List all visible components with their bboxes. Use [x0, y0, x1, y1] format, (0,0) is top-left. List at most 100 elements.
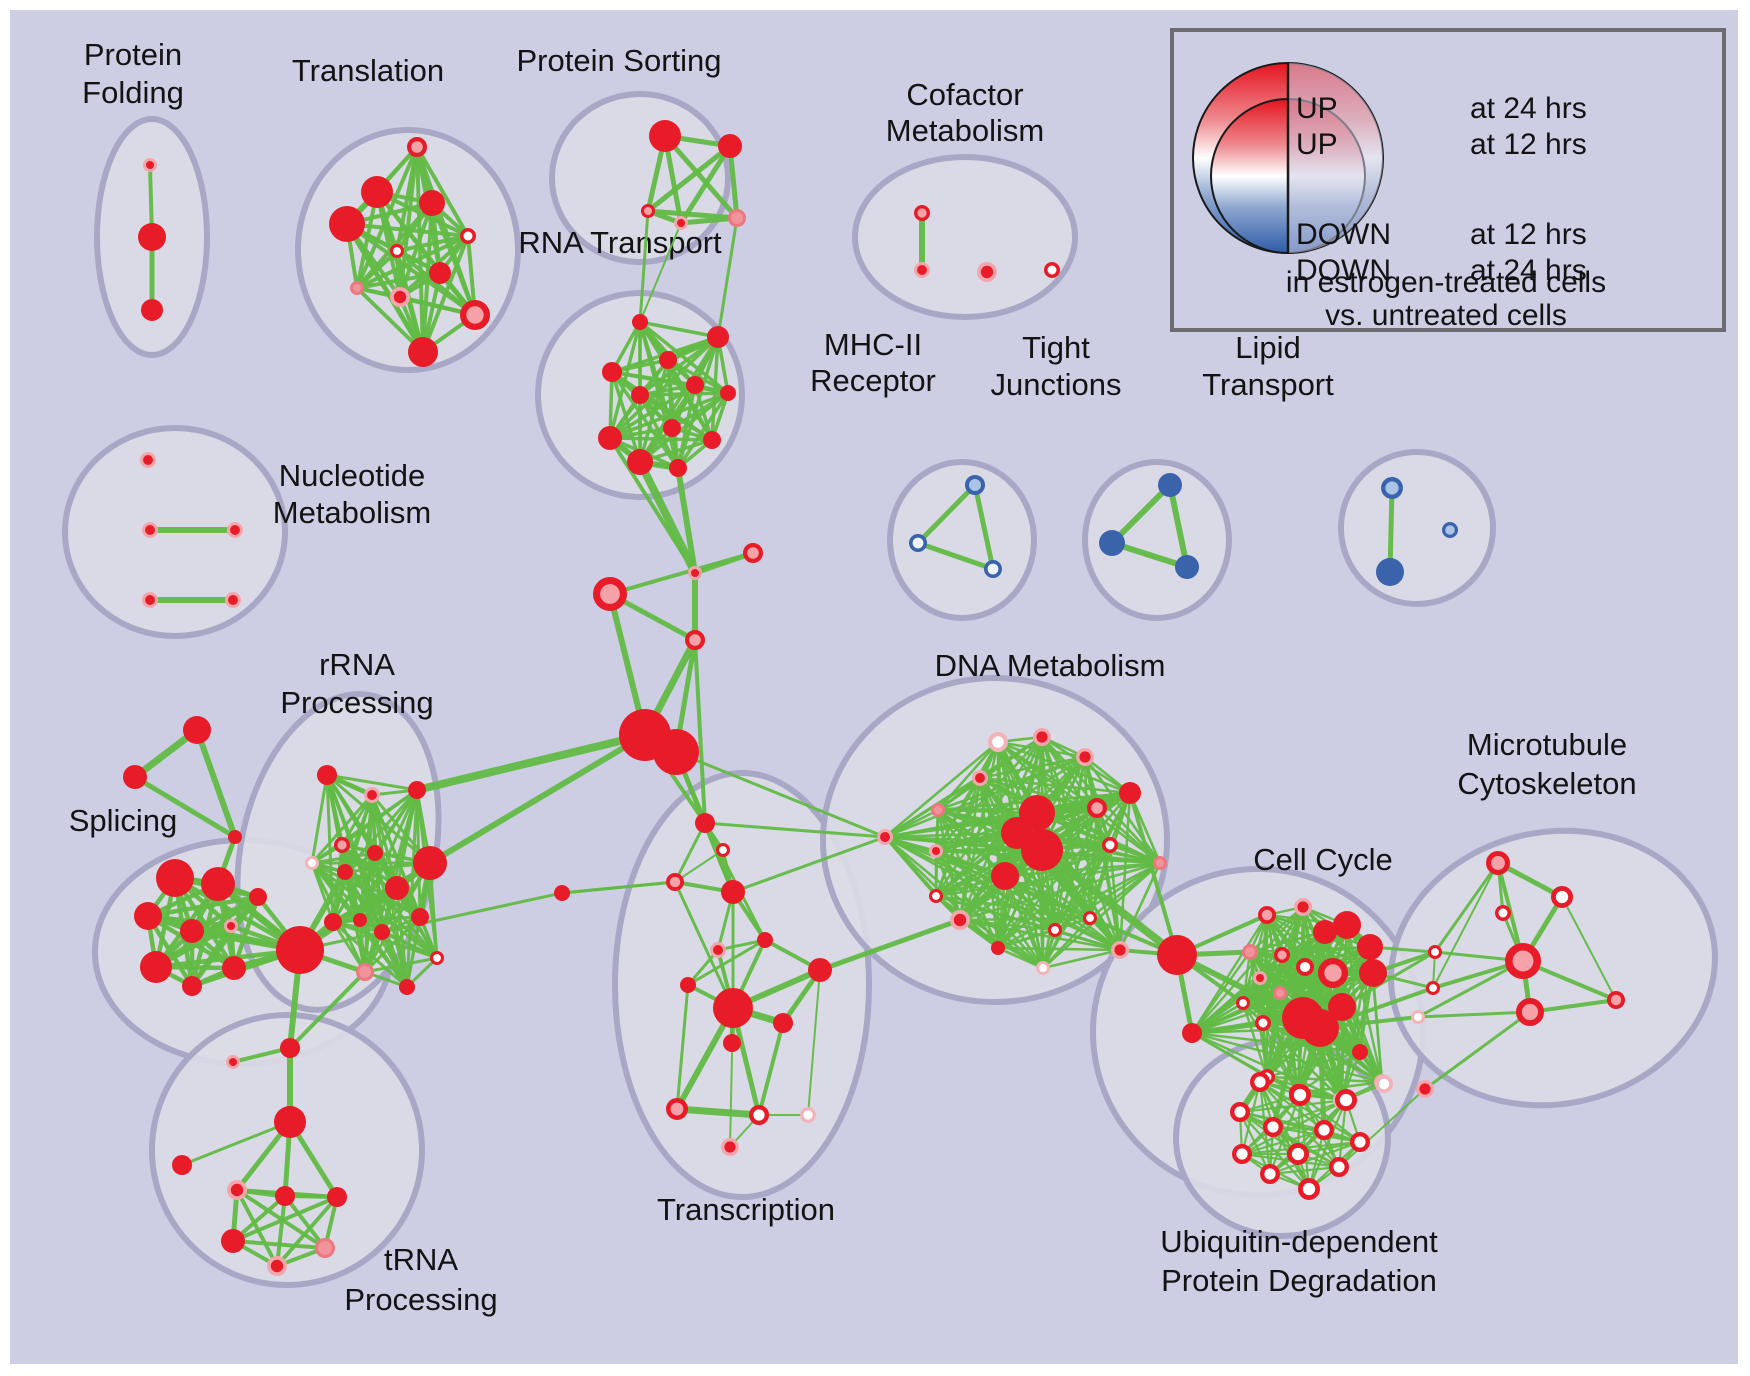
edge-link-protein_sorting-rna_transport	[639, 222, 682, 323]
legend-direction-label: DOWN	[1296, 218, 1391, 251]
node-ub-0	[1249, 1071, 1270, 1092]
edge-cc	[1190, 1031, 1300, 1095]
node-translation-10	[408, 337, 438, 367]
edge-dna	[1108, 843, 1162, 865]
node-translation-9	[459, 299, 490, 330]
edge-mhc	[915, 482, 978, 546]
node-sp-4	[224, 919, 238, 933]
node-protein_sorting-2	[641, 204, 655, 218]
node-cc-3	[1333, 911, 1361, 939]
node-cc-13	[1255, 1015, 1272, 1032]
edge-link-con-rrna	[427, 732, 648, 866]
node-protein_folding-1	[138, 223, 166, 251]
edge-translation	[415, 145, 470, 238]
node-protein_sorting-3	[674, 216, 688, 230]
edge-mt	[1528, 998, 1618, 1014]
edge-link-con-rrna	[413, 731, 649, 794]
edge-tx	[675, 983, 690, 1111]
node-rrna-14	[356, 963, 374, 981]
edge-link-con-dna	[1128, 791, 1179, 957]
node-nucleotide-4	[225, 592, 242, 609]
edge-link-con-con	[608, 551, 755, 596]
edge-cc	[1248, 950, 1269, 1079]
edge-link-con-con	[132, 774, 238, 840]
node-cc-7	[1295, 957, 1314, 976]
edge-dna	[996, 946, 1122, 952]
node-ub-8	[1287, 1143, 1310, 1166]
node-cc-17	[1352, 1044, 1368, 1060]
node-dna-17	[1048, 922, 1063, 937]
edge-rrna	[380, 930, 439, 960]
node-dna-3	[972, 770, 989, 787]
node-tx-10	[723, 1034, 741, 1052]
edge-dna	[996, 946, 1045, 970]
cluster-trna-label: tRNA	[384, 1242, 458, 1277]
node-rrna-15	[399, 979, 415, 995]
node-rna_transport-10	[627, 449, 653, 475]
node-sp-5	[140, 951, 172, 983]
node-rrna-3	[333, 836, 350, 853]
edge-dna	[883, 808, 940, 839]
edge-link-con-con	[194, 727, 238, 840]
node-mt-1	[1551, 885, 1574, 908]
node-cc-6	[1274, 946, 1291, 963]
node-rna_transport-7	[663, 419, 681, 437]
edge-ub	[1238, 1098, 1348, 1114]
edge-tx	[673, 1105, 763, 1119]
node-rna_transport-11	[669, 459, 687, 477]
node-ub-6	[1349, 1131, 1370, 1152]
node-tx-6	[680, 977, 696, 993]
edge-rrna	[358, 915, 422, 922]
edge-dna	[883, 811, 1039, 839]
cluster-mhc-label: Receptor	[810, 363, 936, 398]
edge-cc	[1241, 950, 1252, 1005]
legend-footer-text: in estrogen-treated cells	[1286, 266, 1606, 299]
node-mt-2	[1495, 905, 1512, 922]
edge-rrna	[325, 773, 409, 989]
node-rrna-4	[305, 856, 319, 870]
cluster-tx-label: Transcription	[657, 1192, 835, 1227]
edge-dna	[1118, 791, 1132, 952]
legend: UP at 24 hrs UP at 12 hrs DOWN at 12 hrs DOWN a…	[1170, 28, 1726, 332]
node-tx-14	[721, 1137, 740, 1156]
node-translation-1	[361, 176, 393, 208]
node-translation-8	[389, 286, 410, 307]
edge-protein_sorting	[645, 143, 733, 214]
edge-rrna	[331, 920, 367, 974]
node-dna-18	[991, 941, 1005, 955]
edge-tx	[673, 880, 735, 1010]
node-rrna-9	[324, 913, 342, 931]
edge-link-cc-mt	[1340, 950, 1437, 1009]
edge-translation	[421, 234, 470, 354]
edge-ub	[1268, 1098, 1348, 1176]
node-protein_sorting-0	[649, 120, 681, 152]
edge-rrna	[363, 956, 439, 974]
edge-tx	[674, 849, 724, 883]
edge-ub	[1337, 1098, 1348, 1169]
node-cc-8	[1318, 958, 1349, 989]
edge-tight	[1109, 540, 1190, 570]
cluster-lipid-ellipse	[1338, 449, 1496, 607]
node-tx-4	[757, 932, 773, 948]
node-mt-5	[1607, 991, 1626, 1010]
node-rrna-13	[430, 950, 445, 965]
legend-direction-label: DOWN	[1296, 254, 1391, 287]
legend-time-label: at 24 hrs	[1470, 254, 1587, 287]
node-cc-4	[1357, 934, 1383, 960]
edge-dna	[883, 835, 1057, 932]
edges-layer	[131, 133, 1618, 1268]
node-rrna-10	[353, 913, 367, 927]
node-rrna-0	[317, 765, 337, 785]
edge-translation	[355, 249, 399, 290]
node-con-5	[653, 729, 699, 775]
edge-link-rna_transport-con	[675, 465, 698, 576]
node-protein_folding-0	[143, 158, 157, 172]
edge-link-con-ub	[1338, 1088, 1426, 1168]
edge-rna_transport	[676, 335, 720, 470]
node-con-10	[280, 1038, 300, 1058]
node-dna-7	[877, 829, 894, 846]
edge-rna_transport	[638, 391, 730, 397]
edge-rrna	[395, 886, 409, 989]
edge-rrna	[405, 915, 422, 989]
node-cofactor-2	[977, 261, 998, 282]
